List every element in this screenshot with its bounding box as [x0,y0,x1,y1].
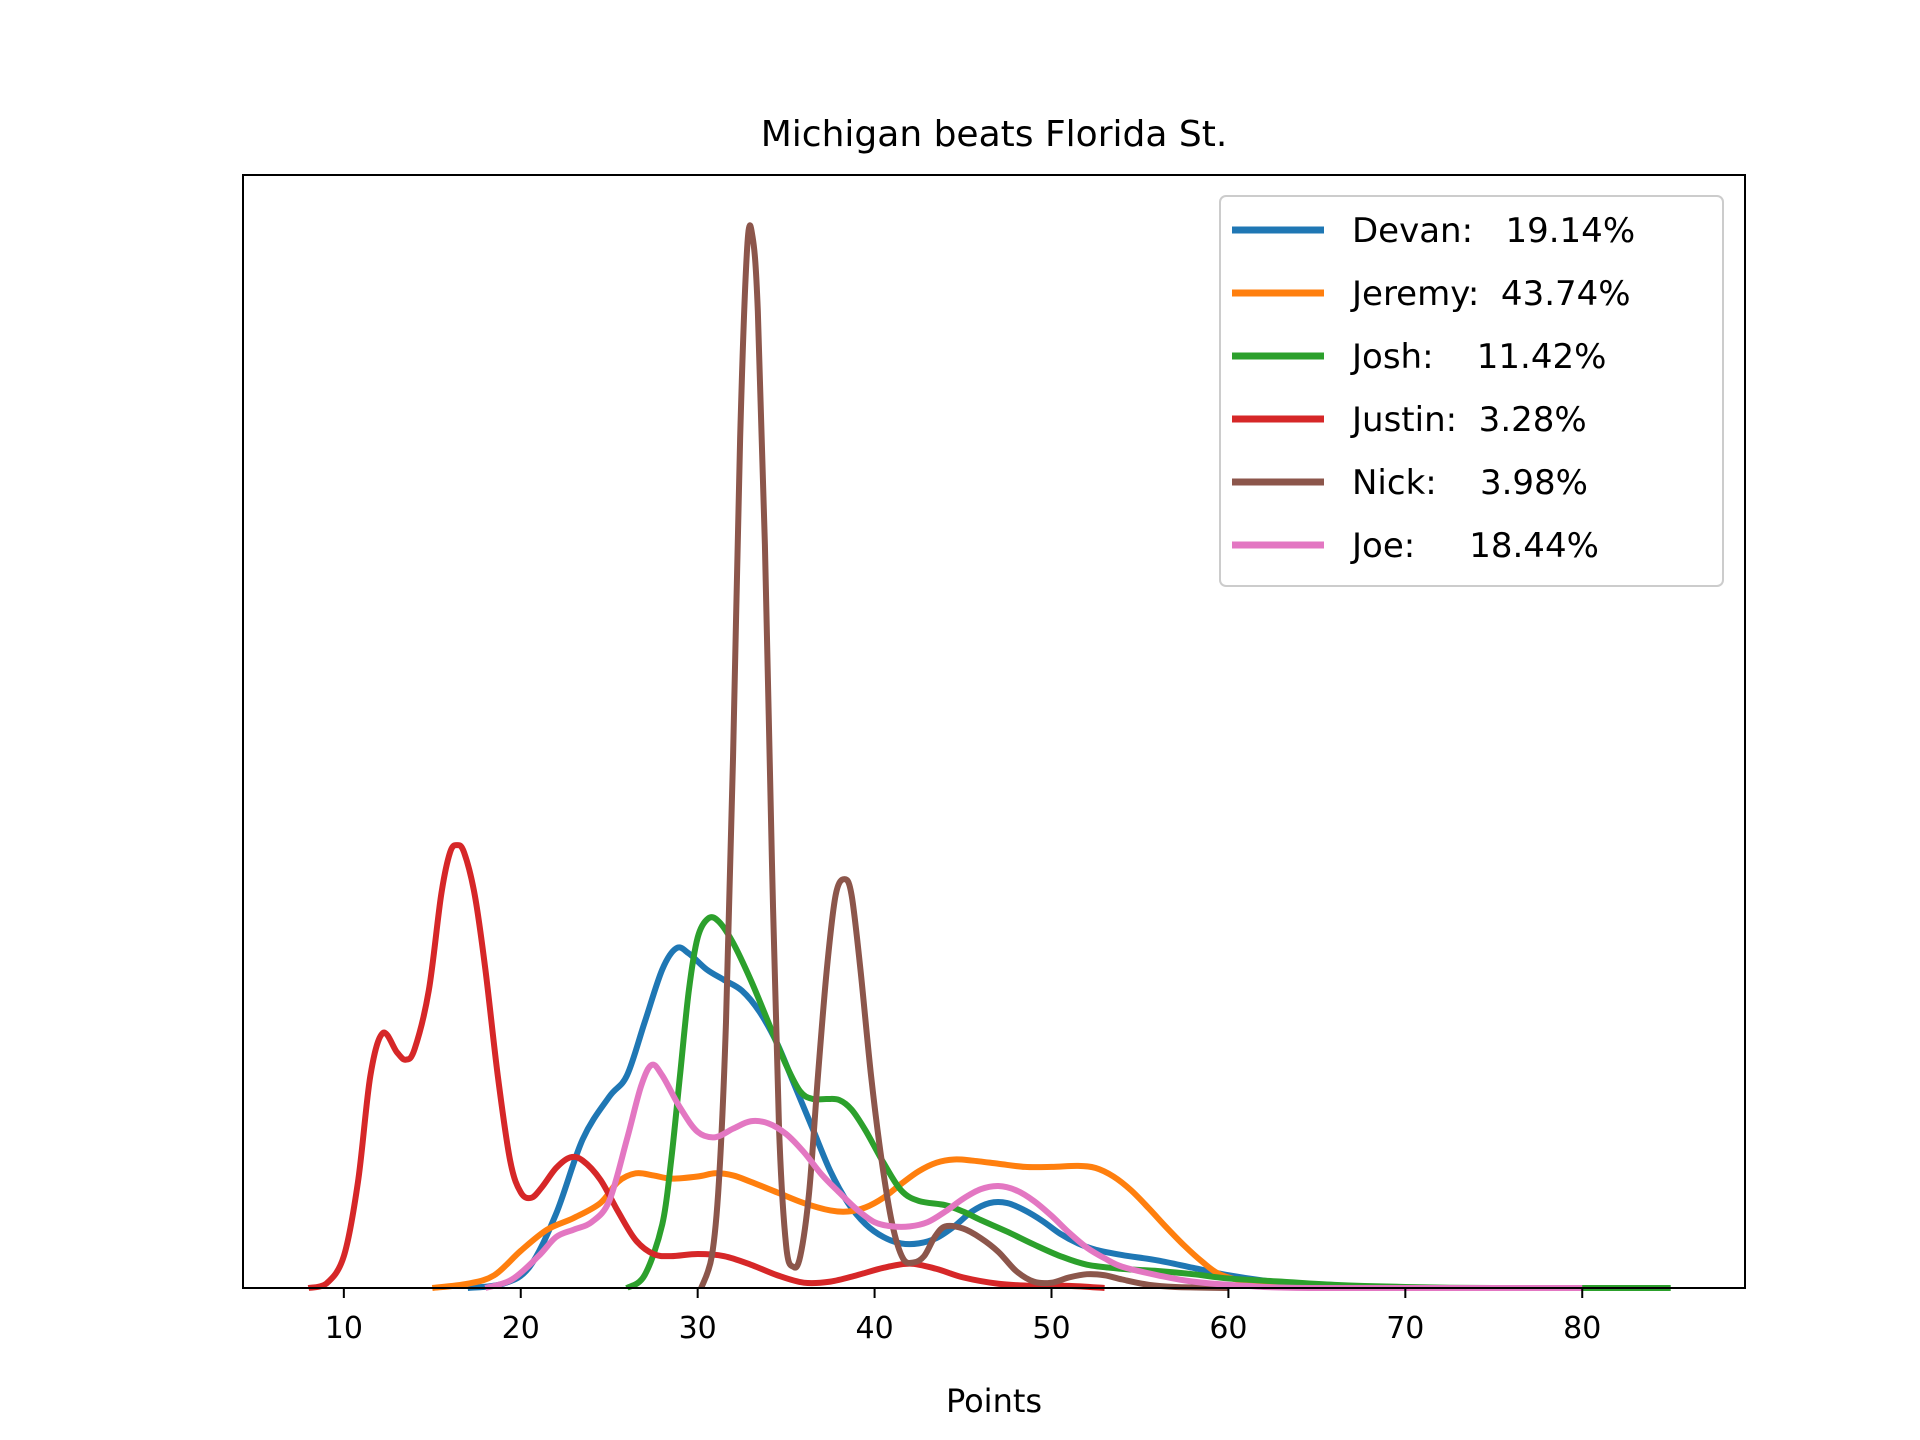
series-layer [307,222,1671,1292]
chart-title: Michigan beats Florida St. [761,114,1228,155]
series-line-4 [307,842,1105,1291]
x-tick-label: 10 [325,1311,363,1346]
x-tick-label: 50 [1032,1311,1070,1346]
x-axis-label: Points [946,1382,1042,1420]
legend-label-2: Jeremy: 43.74% [1350,274,1631,314]
series-line-5 [698,222,1229,1291]
legend: Devan: 19.14% Jeremy: 43.74% Josh: 11.42% J… [1219,195,1724,587]
legend-label-1: Devan: 19.14% [1352,211,1635,251]
x-tick-label: 80 [1563,1311,1601,1346]
x-tick-label: 20 [502,1311,540,1346]
series-line-1 [467,944,1406,1291]
x-tick-label: 70 [1386,1311,1424,1346]
x-axis: 10 20 30 40 50 60 70 80 [325,1288,1601,1346]
legend-label-5: Nick: 3.98% [1352,463,1588,503]
x-tick-label: 30 [679,1311,717,1346]
legend-entries: Devan: 19.14% Jeremy: 43.74% Josh: 11.42% J… [1232,211,1635,566]
legend-label-6: Joe: 18.44% [1350,526,1599,566]
legend-box [1219,195,1724,587]
x-tick-label: 40 [855,1311,893,1346]
x-tick-label: 60 [1209,1311,1247,1346]
plot-area-frame [242,174,1746,1289]
series-line-6 [484,1061,1583,1291]
legend-label-4: Justin: 3.28% [1350,400,1587,440]
legend-label-3: Josh: 11.42% [1350,337,1606,377]
